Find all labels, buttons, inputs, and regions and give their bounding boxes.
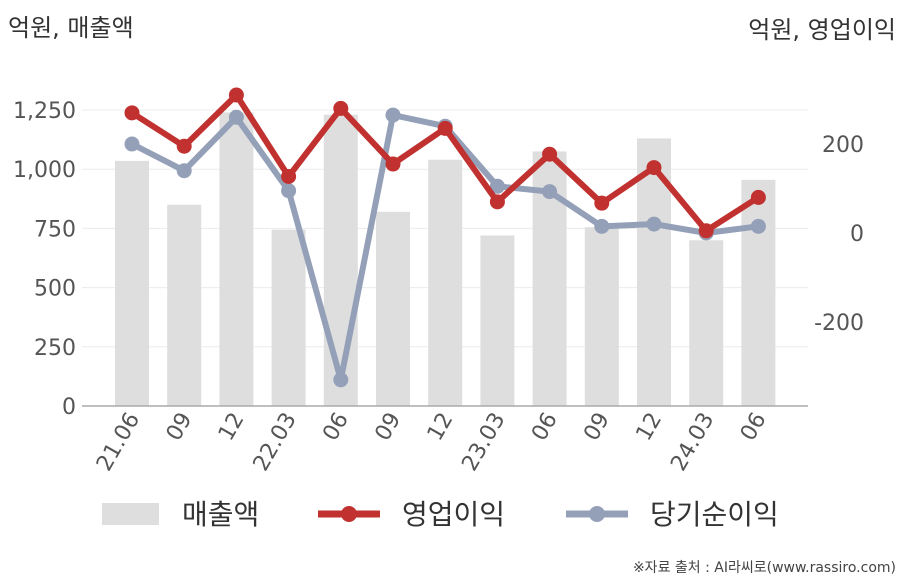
point-operating-profit-8	[542, 146, 558, 162]
x-tick-label-11: 24.03	[666, 409, 719, 476]
x-tick-label-1: 09	[162, 409, 198, 446]
point-net-income-2	[228, 109, 244, 125]
legend-label-net-income: 당기순이익	[650, 498, 779, 531]
bar-3	[271, 229, 306, 406]
left-tick-label-2: 500	[34, 277, 76, 302]
x-tick-label-12: 06	[736, 409, 772, 446]
bar-2	[219, 112, 254, 407]
right-tick-label-1: 0	[850, 222, 864, 247]
bar-7	[480, 235, 515, 406]
legend-swatch-revenue	[102, 503, 159, 525]
left-tick-label-5: 1,250	[13, 99, 76, 124]
bar-5	[376, 211, 410, 406]
line-series	[124, 87, 766, 388]
right-axis-ticks: -200 0 200	[814, 133, 864, 336]
left-axis-unit: 억원, 매출액	[8, 14, 134, 42]
point-net-income-7	[489, 178, 505, 194]
x-tick-label-7: 23.03	[457, 409, 510, 476]
bar-6	[428, 159, 463, 406]
left-tick-label-1: 250	[34, 336, 76, 361]
x-tick-label-5: 09	[371, 409, 407, 446]
point-operating-profit-2	[228, 87, 244, 103]
bar-9	[584, 227, 619, 406]
bar-12	[741, 179, 776, 406]
point-operating-profit-5	[385, 156, 401, 172]
right-tick-label-0: -200	[814, 311, 864, 336]
point-net-income-9	[594, 218, 610, 234]
point-operating-profit-0	[124, 105, 140, 121]
legend-label-revenue: 매출액	[182, 498, 259, 531]
x-axis-ticks: 21.06 09 12 22.03 06 09 12 23.03 06 09 12 24.03 06	[92, 409, 772, 476]
point-operating-profit-12	[750, 189, 766, 205]
point-net-income-5	[385, 107, 401, 123]
legend: 매출액 영업이익 당기순이익	[102, 498, 779, 531]
x-tick-label-6: 12	[423, 409, 459, 446]
left-tick-label-4: 1,000	[13, 158, 76, 183]
left-tick-label-3: 750	[34, 217, 76, 242]
point-net-income-1	[176, 163, 192, 179]
x-tick-label-0: 21.06	[92, 409, 145, 476]
point-net-income-8	[542, 184, 558, 200]
point-operating-profit-4	[333, 100, 349, 116]
point-net-income-4	[333, 372, 349, 388]
bar-series-revenue	[115, 112, 776, 407]
bar-11	[689, 240, 724, 406]
point-operating-profit-3	[281, 168, 297, 184]
point-operating-profit-1	[176, 138, 192, 154]
bar-1	[167, 204, 202, 406]
left-tick-label-0: 0	[62, 395, 76, 420]
x-tick-label-2: 12	[214, 409, 250, 446]
point-operating-profit-9	[594, 195, 610, 211]
right-axis-unit: 억원, 영업이익	[748, 16, 896, 44]
point-operating-profit-6	[437, 120, 453, 136]
point-operating-profit-10	[646, 160, 662, 176]
x-tick-label-8: 06	[527, 409, 563, 446]
source-note: ※자료 출처 : AI라씨로(www.rassiro.com)	[633, 560, 896, 576]
x-tick-label-4: 06	[318, 409, 354, 446]
right-tick-label-2: 200	[822, 133, 864, 158]
point-operating-profit-11	[698, 223, 714, 239]
legend-label-operating-profit: 영업이익	[402, 498, 505, 531]
point-net-income-0	[124, 136, 140, 152]
point-net-income-3	[281, 183, 297, 199]
left-axis-ticks: 0 250 500 750 1,000 1,250	[13, 99, 76, 420]
legend-marker-net-income	[589, 506, 605, 522]
point-net-income-10	[646, 216, 662, 232]
x-tick-label-10: 12	[632, 409, 668, 446]
x-tick-label-9: 09	[579, 409, 615, 446]
bar-0	[115, 160, 149, 406]
point-operating-profit-7	[489, 194, 505, 210]
bar-4	[323, 114, 358, 407]
x-tick-label-3: 22.03	[249, 409, 302, 476]
legend-marker-operating-profit	[341, 506, 357, 522]
point-net-income-12	[750, 218, 766, 234]
